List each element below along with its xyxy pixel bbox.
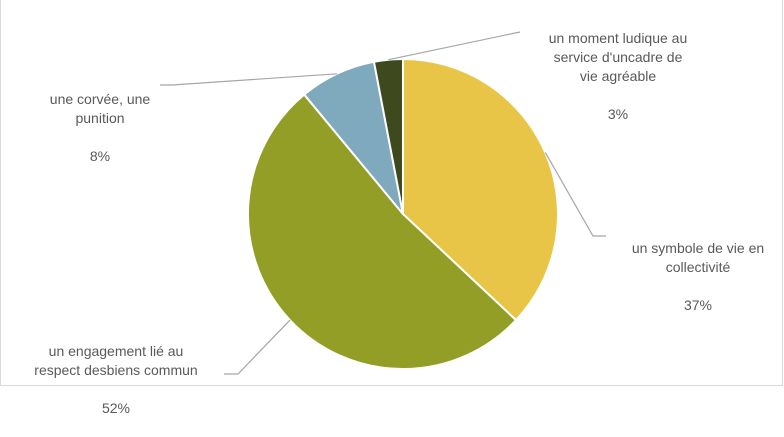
slice-percent: 8% — [89, 148, 111, 164]
leader-line-une-corvee-une-punition — [160, 73, 338, 86]
slice-percent: 52% — [101, 400, 131, 416]
slice-label-text: un moment ludique au service d'uncadre d… — [548, 30, 688, 84]
data-label-corvee: une corvée, une punition 8% — [28, 71, 172, 185]
leader-line-un-engagement-lie-au-respect — [224, 319, 291, 375]
slice-label-text: un engagement lié au respect desbiens co… — [34, 343, 198, 378]
data-label-biens-commun: un engagement lié au respect desbiens co… — [8, 323, 224, 437]
slice-label-text: un symbole de vie en collectivité — [631, 240, 765, 275]
leader-line-un-symbole-de-vie-en-collect — [544, 152, 606, 237]
data-label-collectivite: un symbole de vie en collectivité 37% — [612, 220, 784, 334]
slice-label-text: une corvée, une punition — [49, 91, 151, 126]
pie-chart — [160, 31, 606, 375]
pie-slice-un-engagement-lie-au-respect — [246, 93, 517, 370]
leader-line-un-moment-ludique-au-service — [388, 31, 521, 61]
slice-percent: 37% — [683, 297, 713, 313]
chart-frame: un symbole de vie en collectivité 37% un… — [0, 0, 784, 416]
slice-percent: 3% — [607, 106, 629, 122]
data-label-ludique: un moment ludique au service d'uncadre d… — [518, 10, 718, 143]
